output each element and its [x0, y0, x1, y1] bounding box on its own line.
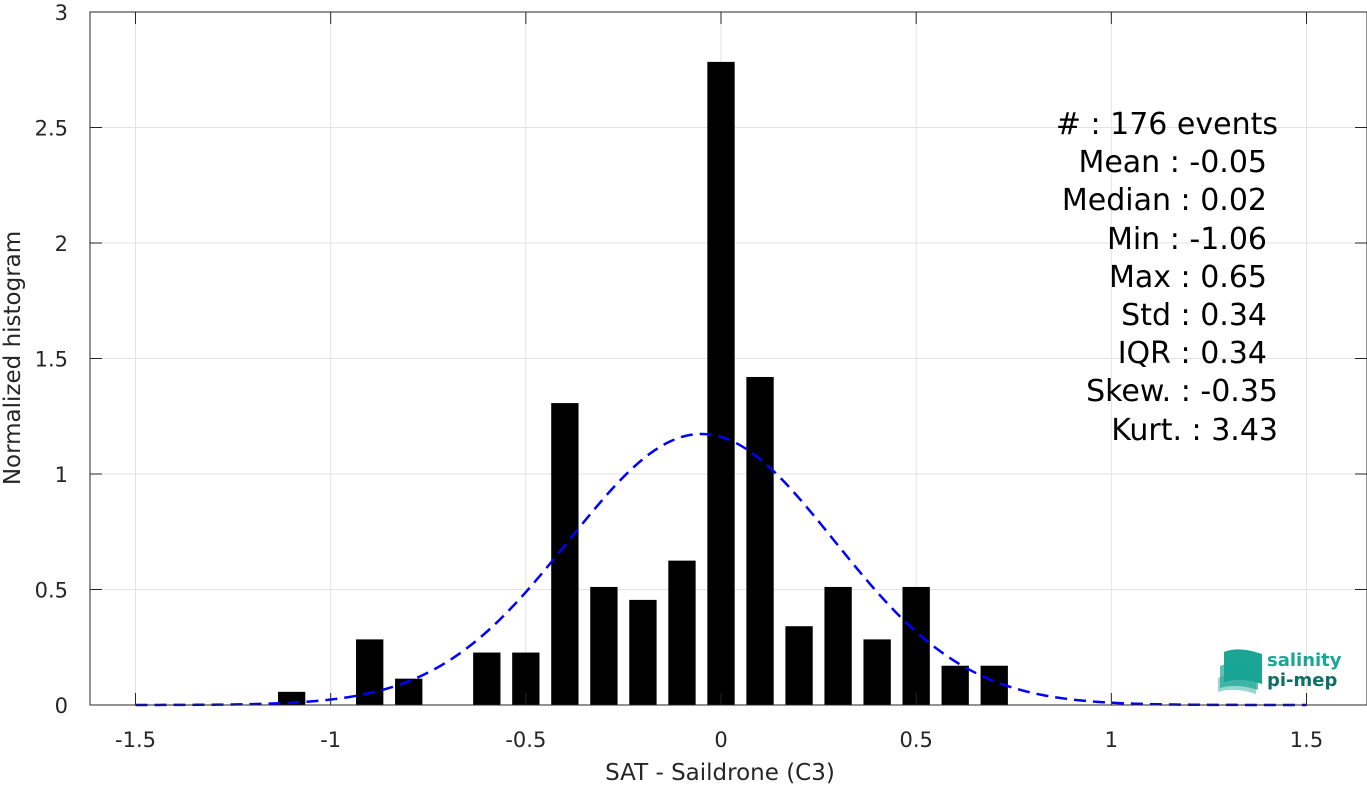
salinity-pimep-logo: salinity pi-mep: [1218, 649, 1342, 694]
stat-count: # : 176 events: [1056, 107, 1278, 142]
logo-text-salinity: salinity: [1267, 650, 1342, 671]
y-tick-label: 1: [55, 463, 68, 487]
stat-skew: Skew. : -0.35: [1086, 374, 1278, 409]
histogram-bar: [863, 639, 891, 705]
histogram-bar: [707, 61, 735, 706]
histogram-bar: [590, 586, 618, 705]
y-axis-label: Normalized histogram: [0, 231, 26, 485]
x-tick-label: 0: [714, 728, 727, 752]
y-tick-label: 2.5: [35, 117, 68, 141]
stat-iqr: IQR : 0.34: [1118, 336, 1267, 371]
x-tick-label: -1: [320, 728, 341, 752]
x-tick-label: -0.5: [505, 728, 546, 752]
histogram-bar: [395, 678, 423, 705]
y-tick-label: 1.5: [35, 348, 68, 372]
logo-text-pimep: pi-mep: [1267, 670, 1337, 691]
x-tick-label: 1.5: [1290, 728, 1323, 752]
logo-wave-icon: [1218, 649, 1262, 694]
histogram-bar: [824, 586, 852, 705]
x-tick-label: 1: [1105, 728, 1118, 752]
stat-kurt: Kurt. : 3.43: [1111, 413, 1278, 448]
histogram-bar: [785, 626, 813, 705]
stat-median: Median : 0.02: [1062, 183, 1267, 218]
x-axis-label: SAT - Saildrone (C3): [605, 760, 835, 785]
stat-max: Max : 0.65: [1109, 260, 1267, 295]
x-tick-label: -1.5: [115, 728, 156, 752]
y-tick-label: 2: [55, 232, 68, 256]
histogram-bar: [629, 599, 657, 705]
histogram-bar: [668, 560, 696, 705]
histogram-bar: [746, 376, 774, 705]
axis-ticks: -1.5 -1 -0.5 0 0.5 1 1.5 0 0.5 1 1.5 2 2.5 3: [35, 1, 1367, 752]
y-tick-label: 3: [55, 1, 68, 25]
stat-mean: Mean : -0.05: [1078, 145, 1267, 180]
y-tick-label: 0.5: [35, 579, 68, 603]
stat-min: Min : -1.06: [1107, 222, 1267, 257]
histogram-bar: [356, 639, 384, 705]
histogram-bars: [277, 61, 1008, 706]
histogram-bar: [902, 586, 930, 705]
histogram-bar: [941, 665, 969, 705]
stats-annotation: # : 176 events Mean : -0.05 Median : 0.0…: [1056, 107, 1278, 448]
stat-std: Std : 0.34: [1121, 298, 1267, 333]
histogram-bar: [473, 652, 501, 705]
histogram-bar: [551, 403, 579, 705]
y-tick-label: 0: [55, 694, 68, 718]
x-tick-label: 0.5: [899, 728, 932, 752]
